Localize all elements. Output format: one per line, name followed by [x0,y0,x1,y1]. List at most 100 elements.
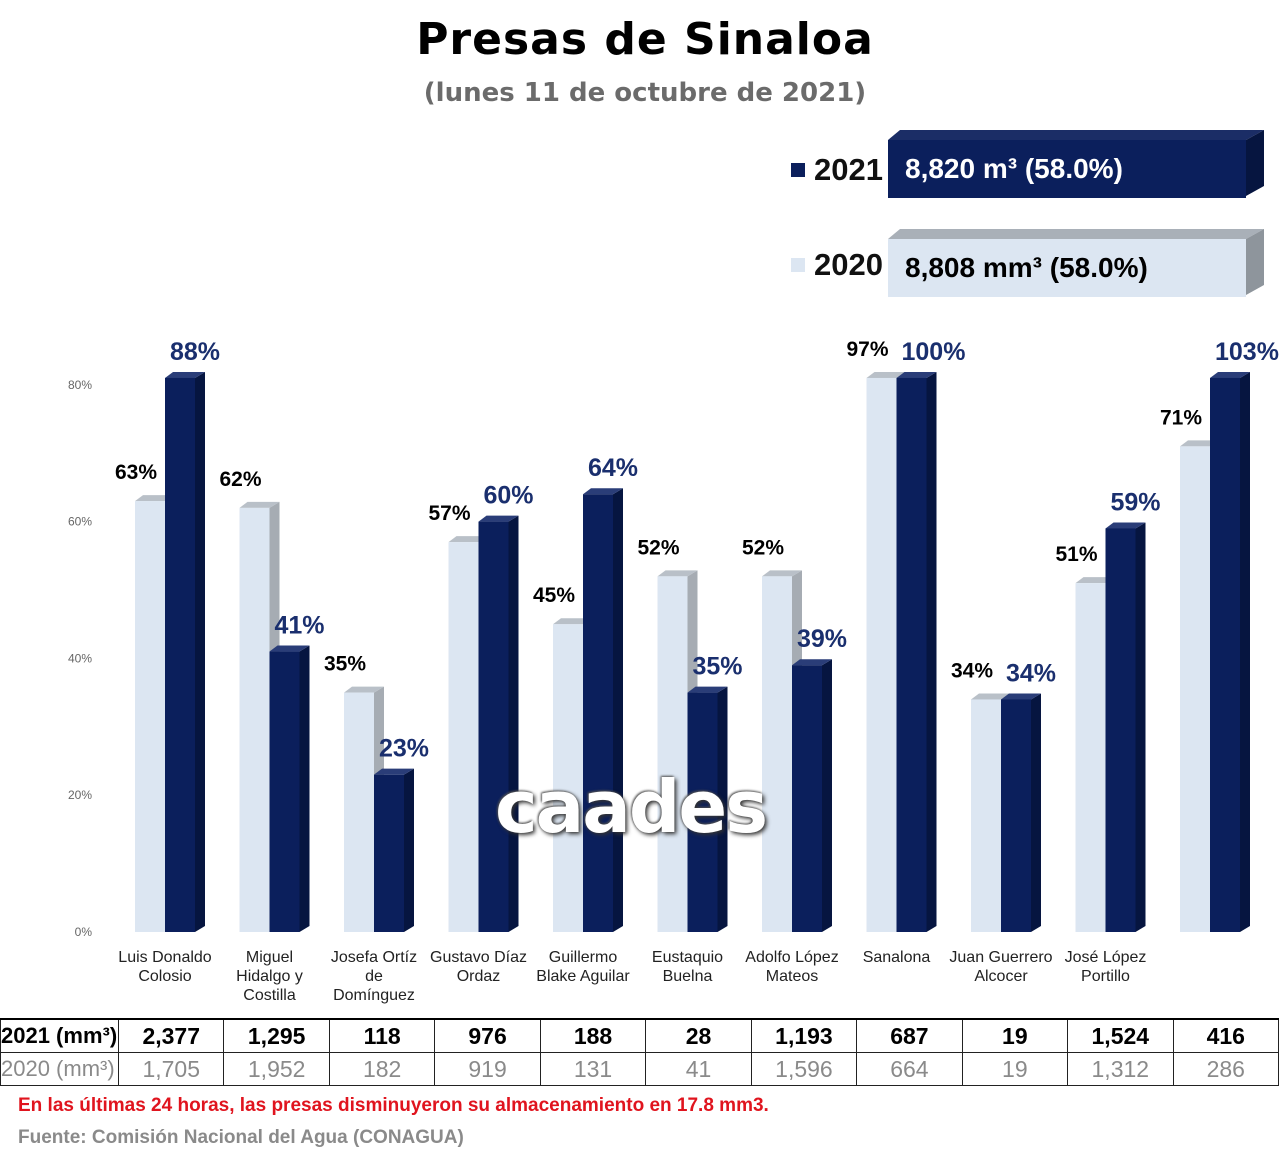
data-label-2021: 64% [588,454,638,482]
data-label-2021: 23% [379,735,429,763]
table-cell: 664 [856,1052,963,1086]
bar-top [896,371,937,378]
data-label-2020: 97% [846,338,888,361]
y-tick-label: 40% [68,651,92,665]
y-tick-label: 20% [68,788,92,802]
y-tick-label: 60% [68,515,92,529]
row-header: 2021 (mm³) [0,1018,119,1053]
watermark-logo: caades [495,765,768,849]
bar-side [508,515,519,932]
bar-2020 [239,507,270,932]
table-cell: 19 [961,1018,1069,1053]
bar-top [1210,371,1250,378]
bar-2020 [1180,446,1210,932]
x-tick-label: Luis Donaldo Colosio [118,949,212,985]
data-label-2020: 51% [1055,543,1097,566]
bar-top [374,768,414,775]
data-label-2021: 103% [1215,338,1279,366]
bar-side [926,371,937,933]
table-cell: 687 [856,1018,963,1053]
bar-2021 [1210,377,1240,933]
bar-top [971,693,1011,700]
bar-top [792,659,832,666]
x-tick-label: Miguel Hidalgo y Costilla [236,949,303,1004]
bar-top [344,686,384,693]
x-tick-label: Guillermo Blake Aguilar [536,949,630,985]
bar-side [613,488,623,932]
x-tick-label: Eustaquio Buelna [651,949,724,985]
bar-top [165,371,205,378]
bar-top [583,488,623,495]
table-cell: 1,705 [117,1052,225,1086]
bar-top [269,645,310,652]
table-cell: 2,377 [117,1018,225,1053]
footer-note: En las últimas 24 horas, las presas dism… [18,1095,769,1116]
bar-top [762,570,802,577]
table-cell: 1,312 [1067,1052,1174,1086]
legend-swatch-2020 [791,258,805,272]
bar-2021 [896,377,927,933]
data-label-2020: 63% [115,461,157,484]
table-cell: 1,596 [750,1052,858,1086]
table-row-2021: 2021 (mm³) 2,377 1,295 118 976 188 28 1,193 687… [0,1018,1280,1053]
bar-top [657,570,698,577]
x-tick-label: Adolfo López Mateos [745,949,839,985]
bar-top [866,371,907,378]
table-cell: 1,524 [1067,1018,1174,1053]
table-row-2020: 2020 (mm³) 1,705 1,952 182 919 131 41 1,596 664… [0,1052,1280,1086]
bar-2020 [344,692,374,932]
table-cell: 41 [645,1052,752,1086]
page-subtitle: (lunes 11 de octubre de 2021) [423,78,867,108]
legend-year-2020: 2020 [814,247,883,282]
data-label-2021: 34% [1006,659,1056,687]
bar-2020 [448,542,479,932]
row-header: 2020 (mm³) [0,1052,119,1086]
table-cell: 1,295 [223,1018,330,1053]
bar-top [1001,693,1041,700]
table-cell: 19 [961,1052,1069,1086]
bar-2021 [165,377,195,933]
legend-summary-2021: 8,820 m³ (58.0%) [888,140,1246,198]
bar-2021 [478,521,509,932]
bar-2021 [374,774,404,932]
bar-2021 [792,665,822,932]
legend-year-2021: 2021 [814,152,883,187]
x-tick-label: José López Portillo [1064,949,1147,985]
x-tick-label: Gustavo Díaz Ordaz [430,949,527,985]
bar-2020 [1075,583,1106,932]
bar-2021 [1105,528,1136,932]
bar-side [404,768,414,932]
bar-2020 [866,377,897,933]
bar-top [687,686,728,693]
storage-table: 2021 (mm³) 2,377 1,295 118 976 188 28 1,193 687… [0,1018,1280,1086]
table-cell: 1,193 [750,1018,858,1053]
page-title: Presas de Sinaloa [416,14,874,65]
data-label-2020: 71% [1160,406,1202,429]
x-tick-label: Sanalona [862,949,931,966]
data-label-2020: 57% [428,502,470,525]
bar-side [1031,693,1041,932]
bar-top [1105,522,1146,529]
data-label-2020: 34% [951,659,993,682]
bar-side [717,686,728,932]
bar-side [822,659,832,932]
bar-top [478,515,519,522]
bar-2020 [971,699,1001,932]
bar-side [1135,522,1146,932]
table-cell: 28 [645,1018,752,1053]
data-label-2020: 52% [742,536,784,559]
bar-2021 [269,651,300,932]
bar-top [239,501,280,508]
table-cell: 1,952 [223,1052,330,1086]
bar-side [1240,371,1250,933]
data-label-2021: 88% [170,338,220,366]
bar-2020 [762,576,792,932]
data-label-2021: 59% [1111,488,1161,516]
x-tick-label: Josefa Ortíz de Domínguez [330,949,418,1004]
legend-summary-2020: 8,808 mm³ (58.0%) [888,239,1246,297]
data-label-2020: 45% [533,584,575,607]
data-label-2020: 35% [324,653,366,676]
legend-bar-2020-shape [888,229,1264,295]
table-cell: 416 [1172,1018,1280,1053]
